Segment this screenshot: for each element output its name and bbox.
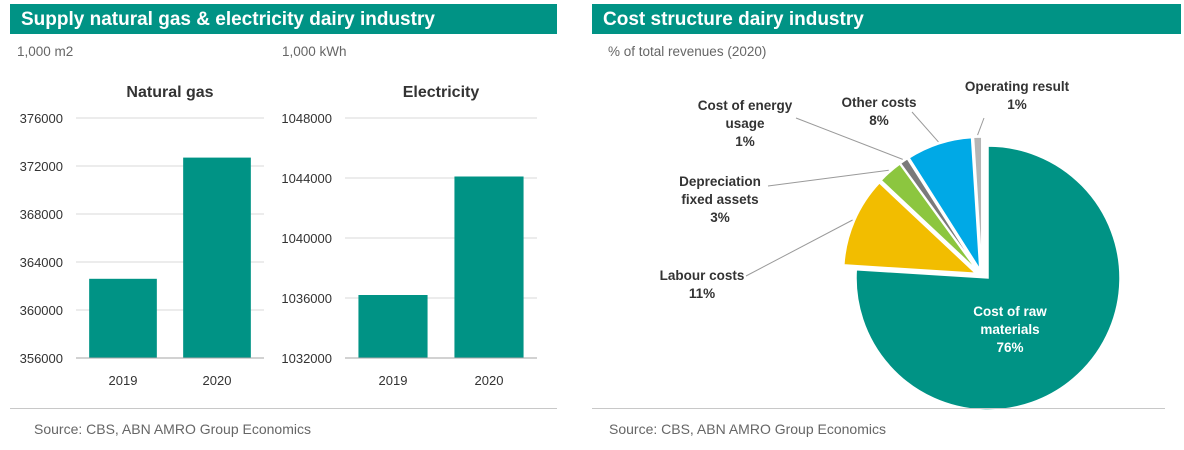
gas-x-tick-label: 2019: [109, 373, 138, 388]
cost-structure-pie-chart: Cost of raw materials 76% Labour costs 11% De…: [660, 79, 1121, 411]
pie-slice-depreciation: [880, 162, 978, 272]
gas-bar-2019: [89, 278, 157, 358]
pie-slice-labour-costs: [843, 181, 978, 275]
left-source-text: Source: CBS, ABN AMRO Group Economics: [34, 421, 311, 437]
gas-y-tick-label: 372000: [20, 159, 63, 174]
gas-x-tick-label: 2020: [203, 373, 232, 388]
pie-label-operating-result: Operating result 1%: [965, 79, 1070, 112]
pie-subtitle: % of total revenues (2020): [608, 44, 767, 59]
gas-unit-label: 1,000 m2: [17, 44, 74, 59]
left-footer-rule: [10, 408, 557, 409]
pie-label-other-costs: Other costs 8%: [841, 95, 916, 128]
pie-slice-operating-result: [972, 136, 983, 270]
pie-label-labour-costs: Labour costs 11%: [660, 268, 745, 301]
electricity-bar-chart: Electricity 1032000 1036000 1040000 1044000 1…: [281, 84, 537, 388]
electricity-y-tick-label: 1032000: [281, 351, 332, 366]
pie-leader-line-energy-usage: [795, 117, 903, 160]
gas-y-tick-label: 360000: [20, 303, 63, 318]
electricity-y-tick-label: 1048000: [281, 111, 332, 126]
electricity-x-tick-label: 2019: [379, 373, 408, 388]
electricity-unit-label: 1,000 kWh: [282, 44, 347, 59]
pie-leader-line-operating-result: [977, 117, 985, 136]
right-footer-rule: [592, 408, 1165, 409]
pie-label-depreciation: Depreciation fixed assets 3%: [679, 174, 761, 225]
pie-label-raw-materials: Cost of raw materials 76%: [973, 304, 1047, 355]
right-source-text: Source: CBS, ABN AMRO Group Economics: [609, 421, 886, 437]
pie-label-energy-usage: Cost of energy usage 1%: [698, 98, 793, 149]
gas-chart-title: Natural gas: [126, 84, 213, 101]
gas-y-tick-label: 368000: [20, 207, 63, 222]
gas-y-tick-label: 356000: [20, 351, 63, 366]
pie-slice-energy-usage: [899, 157, 979, 271]
gas-y-tick-label: 376000: [20, 111, 63, 126]
pie-slice-other-costs: [908, 136, 981, 270]
gas-bar-2020: [183, 157, 251, 358]
electricity-y-tick-label: 1036000: [281, 291, 332, 306]
electricity-y-tick-label: 1040000: [281, 231, 332, 246]
pie-leader-line-depreciation: [767, 169, 889, 187]
pie-slice-raw-materials: [855, 145, 1121, 411]
pie-leader-line-labour-costs: [745, 219, 853, 277]
electricity-y-tick-label: 1044000: [281, 171, 332, 186]
natural-gas-bar-chart: Natural gas 356000 360000 364000 368000 37200…: [20, 84, 264, 388]
electricity-chart-title: Electricity: [403, 84, 480, 101]
electricity-bar-2019: [358, 295, 428, 358]
electricity-bar-2020: [454, 176, 524, 358]
right-panel-title: Cost structure dairy industry: [592, 4, 1181, 34]
electricity-x-tick-label: 2020: [475, 373, 504, 388]
gas-y-tick-label: 364000: [20, 255, 63, 270]
pie-leader-line-other-costs: [911, 111, 939, 143]
left-panel-title: Supply natural gas & electricity dairy i…: [10, 4, 557, 34]
